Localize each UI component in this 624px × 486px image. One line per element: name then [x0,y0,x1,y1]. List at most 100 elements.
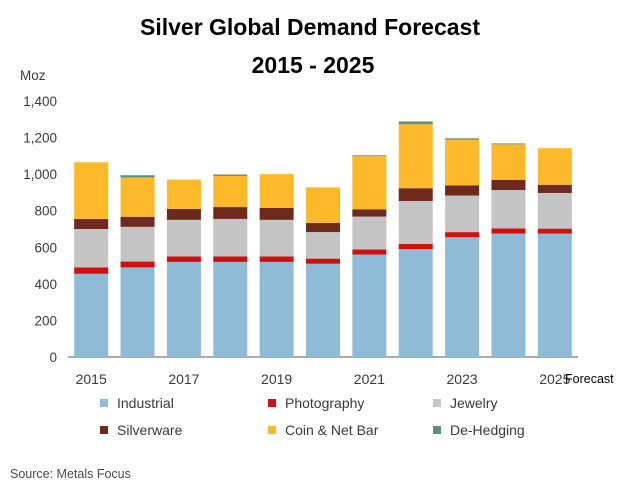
bar-segment-jewelry-2023 [445,195,480,233]
legend-swatch [268,399,276,407]
legend-item: De-Hedging [433,422,525,438]
legend-label: Jewelry [450,395,497,411]
bar-segment-photography-2019 [259,256,294,262]
bar-segment-coin-net-bar-2023 [445,139,480,186]
bar-segment-de-hedging-2022 [398,121,433,125]
bar-segment-de-hedging-2016 [120,175,155,178]
bar-segment-jewelry-2022 [398,201,433,244]
source-note: Source: Metals Focus [10,467,131,481]
legend-label: De-Hedging [450,422,525,438]
bar-segment-coin-net-bar-2025 [537,148,572,185]
bar-segment-silverware-2019 [259,207,294,220]
bar-stack-2015 [74,162,109,357]
bar-segment-photography-2017 [166,256,201,262]
x-tick-label: 2019 [261,371,292,387]
bar-segment-coin-net-bar-2018 [213,175,248,208]
bar-segment-industrial-2021 [352,254,387,357]
bar-segment-silverware-2015 [74,218,109,229]
y-tick-label: 1,000 [23,167,57,182]
bar-segment-photography-2025 [537,228,572,234]
legend-label: Industrial [117,395,174,411]
x-tick-label: 2021 [354,371,385,387]
bar-stack-2019 [259,174,294,357]
legend-swatch [433,426,441,434]
y-tick-label: 800 [34,204,57,219]
legend-item: Jewelry [433,395,497,411]
forecast-label: Forecast [565,372,614,386]
bar-segment-industrial-2022 [398,249,433,357]
bar-stack-2024 [491,143,526,357]
bar-segment-photography-2021 [352,249,387,255]
bar-segment-jewelry-2016 [120,226,155,262]
legend-swatch [100,399,108,407]
y-tick-label: 1,200 [23,131,57,146]
bar-segment-coin-net-bar-2022 [398,124,433,189]
bar-segment-photography-2015 [74,267,109,274]
y-tick-label: 600 [34,240,57,255]
bar-segment-jewelry-2018 [213,218,248,257]
legend-swatch [268,426,276,434]
bar-segment-photography-2023 [445,232,480,238]
bar-segment-industrial-2017 [166,261,201,357]
bar-segment-coin-net-bar-2020 [306,187,340,223]
bar-segment-de-hedging-2018 [213,174,248,176]
chart-subtitle: 2015 - 2025 [252,52,375,78]
y-axis: 0 200 400 600 800 1,000 1,200 1,400 [23,94,57,365]
bar-segment-silverware-2017 [166,208,201,220]
bar-segment-photography-2020 [306,258,340,264]
bar-stack-2023 [445,138,480,357]
bar-segment-jewelry-2025 [537,192,572,229]
bar-segment-jewelry-2024 [491,190,526,229]
bar-segment-coin-net-bar-2019 [259,174,294,208]
bar-segment-silverware-2021 [352,209,387,217]
bar-segment-silverware-2020 [306,222,340,233]
bar-segment-silverware-2018 [213,207,248,219]
bar-segment-industrial-2016 [120,267,155,357]
x-tick-label: 2017 [168,371,199,387]
bar-stack-2017 [166,179,201,357]
bar-segment-jewelry-2019 [259,219,294,257]
bar-segment-silverware-2025 [537,184,572,193]
x-tick-label: 2025 [539,371,570,387]
legend-label: Photography [285,395,364,411]
bar-segment-silverware-2016 [120,216,155,227]
bar-stack-2016 [120,175,155,357]
y-tick-label: 0 [49,350,57,365]
chart-title: Silver Global Demand Forecast [140,14,480,40]
bar-segment-jewelry-2021 [352,216,387,250]
bar-segment-silverware-2023 [445,185,480,196]
x-tick-label: 2015 [76,371,107,387]
legend: Industrial Photography Jewelry Silverware Co… [100,395,525,438]
bar-segment-coin-net-bar-2017 [166,179,201,209]
bar-segment-de-hedging-2023 [445,138,480,140]
bar-stack-2020 [306,187,340,357]
bar-segment-industrial-2025 [537,233,572,357]
bar-segment-photography-2016 [120,261,155,268]
bar-segment-industrial-2019 [259,261,294,357]
bars-group [74,121,572,357]
bar-segment-jewelry-2017 [166,219,201,257]
bar-segment-jewelry-2015 [74,229,109,268]
bar-stack-2022 [398,121,433,357]
legend-swatch [100,426,108,434]
legend-item: Silverware [100,422,183,438]
legend-item: Photography [268,395,364,411]
y-tick-label: 400 [34,277,57,292]
bar-segment-photography-2022 [398,243,433,250]
y-tick-label: 200 [34,313,57,328]
bar-segment-de-hedging-2024 [491,143,526,145]
bar-segment-industrial-2024 [491,233,526,357]
legend-label: Silverware [117,422,183,438]
legend-item: Coin & Net Bar [268,422,379,438]
bar-segment-coin-net-bar-2015 [74,162,109,219]
x-axis: 2015 2017 2019 2021 2023 2025 [76,371,571,387]
bar-stack-2025 [537,148,572,357]
legend-label: Coin & Net Bar [285,422,379,438]
bar-segment-photography-2024 [491,228,526,234]
bar-segment-industrial-2020 [306,263,340,357]
x-tick-label: 2023 [447,371,478,387]
bar-segment-industrial-2015 [74,273,109,357]
bar-stack-2018 [213,174,248,357]
legend-swatch [433,399,441,407]
